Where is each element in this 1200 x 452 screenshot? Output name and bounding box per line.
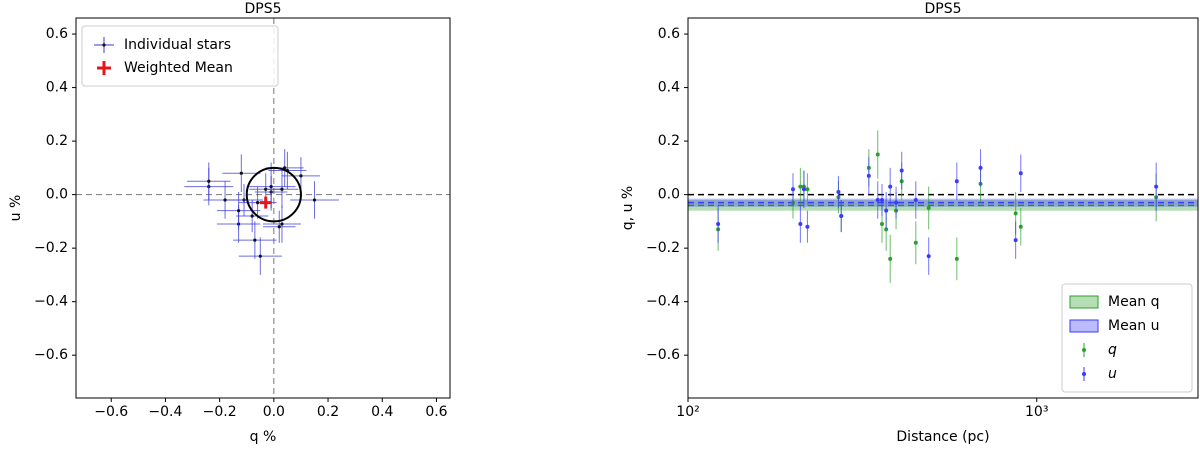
frame bbox=[75, 17, 451, 399]
x-tick-label: 0.6 bbox=[425, 404, 447, 420]
point bbox=[888, 184, 893, 189]
point bbox=[269, 184, 273, 189]
y-tick-label: −0.2 bbox=[34, 240, 68, 256]
point bbox=[258, 254, 262, 258]
point bbox=[223, 198, 227, 202]
legend-label: Mean u bbox=[1108, 318, 1159, 334]
point bbox=[884, 208, 889, 213]
point bbox=[899, 168, 904, 173]
point bbox=[875, 152, 880, 157]
legend-symbol bbox=[1082, 348, 1086, 352]
point bbox=[866, 173, 871, 178]
point bbox=[207, 179, 211, 183]
y-tick-label: 0.4 bbox=[658, 80, 680, 96]
y-tick-label: −0.6 bbox=[34, 347, 68, 363]
legend-label: Mean q bbox=[1108, 294, 1159, 310]
y-tick-label: 0.6 bbox=[46, 26, 68, 42]
y-tick-label: 0.0 bbox=[658, 187, 680, 203]
x-tick-label: −0.2 bbox=[203, 404, 237, 420]
point bbox=[255, 201, 260, 205]
y-tick-label: 0.2 bbox=[46, 133, 68, 149]
x-axis-label: q % bbox=[250, 429, 277, 445]
legend-box bbox=[1061, 283, 1193, 393]
legend-box bbox=[81, 25, 279, 87]
point bbox=[839, 214, 844, 219]
point bbox=[299, 174, 303, 178]
point bbox=[801, 187, 806, 192]
legend-symbol bbox=[1082, 372, 1086, 376]
point bbox=[798, 184, 803, 189]
point bbox=[926, 254, 931, 259]
point bbox=[1013, 211, 1018, 216]
legend-label: Weighted Mean bbox=[124, 60, 233, 76]
point bbox=[253, 238, 257, 242]
legend-symbol bbox=[97, 61, 111, 75]
point bbox=[277, 225, 281, 229]
legend-label: u bbox=[1108, 366, 1117, 382]
point bbox=[1018, 171, 1023, 176]
point bbox=[716, 222, 721, 227]
x-tick-label: −0.4 bbox=[148, 404, 182, 420]
y-tick-label: 0.0 bbox=[46, 187, 68, 203]
y-tick-label: −0.2 bbox=[646, 240, 680, 256]
chart-title: DPS5 bbox=[244, 1, 281, 17]
y-tick-label: −0.6 bbox=[646, 347, 680, 363]
x-tick-label: 10² bbox=[676, 404, 699, 420]
point bbox=[239, 171, 243, 175]
point bbox=[875, 197, 880, 202]
y-axis-label: u % bbox=[8, 195, 24, 222]
circle bbox=[245, 166, 302, 223]
point bbox=[1018, 224, 1023, 229]
point bbox=[250, 214, 254, 218]
legend-label: q bbox=[1108, 342, 1117, 358]
y-tick-label: 0.6 bbox=[658, 26, 680, 42]
point bbox=[1013, 238, 1018, 243]
point bbox=[312, 198, 317, 202]
frame bbox=[687, 17, 1199, 399]
legend-label: Individual stars bbox=[124, 37, 231, 53]
point bbox=[1154, 184, 1159, 189]
x-tick-label: 10³ bbox=[1025, 404, 1048, 420]
point bbox=[913, 197, 918, 202]
y-tick-label: −0.4 bbox=[34, 294, 68, 310]
x-tick-label: 0.2 bbox=[317, 404, 339, 420]
x-tick-label: 0.4 bbox=[371, 404, 393, 420]
point bbox=[978, 165, 983, 170]
x-tick-label: 0.0 bbox=[263, 404, 285, 420]
point bbox=[926, 206, 931, 210]
point bbox=[805, 224, 810, 229]
point bbox=[798, 222, 803, 227]
point bbox=[913, 240, 918, 245]
legend-symbol bbox=[102, 43, 106, 47]
point bbox=[894, 200, 899, 205]
point bbox=[954, 179, 959, 184]
point bbox=[280, 187, 284, 191]
point bbox=[880, 222, 885, 227]
y-tick-label: 0.4 bbox=[46, 80, 68, 96]
point bbox=[880, 197, 885, 202]
legend-symbol bbox=[1069, 295, 1099, 309]
x-tick-label: −0.6 bbox=[94, 404, 128, 420]
y-tick-label: −0.4 bbox=[646, 294, 680, 310]
point bbox=[790, 187, 795, 192]
x-axis-label: Distance (pc) bbox=[896, 429, 989, 445]
point bbox=[954, 256, 959, 261]
point bbox=[237, 209, 241, 213]
point bbox=[280, 222, 284, 226]
legend-symbol bbox=[1069, 319, 1099, 333]
y-axis-label: q, u % bbox=[620, 186, 636, 230]
point bbox=[805, 187, 810, 192]
chart-title: DPS5 bbox=[924, 1, 961, 17]
point bbox=[888, 256, 893, 261]
y-tick-label: 0.2 bbox=[658, 133, 680, 149]
mean-marker bbox=[259, 196, 272, 209]
point bbox=[836, 189, 841, 194]
